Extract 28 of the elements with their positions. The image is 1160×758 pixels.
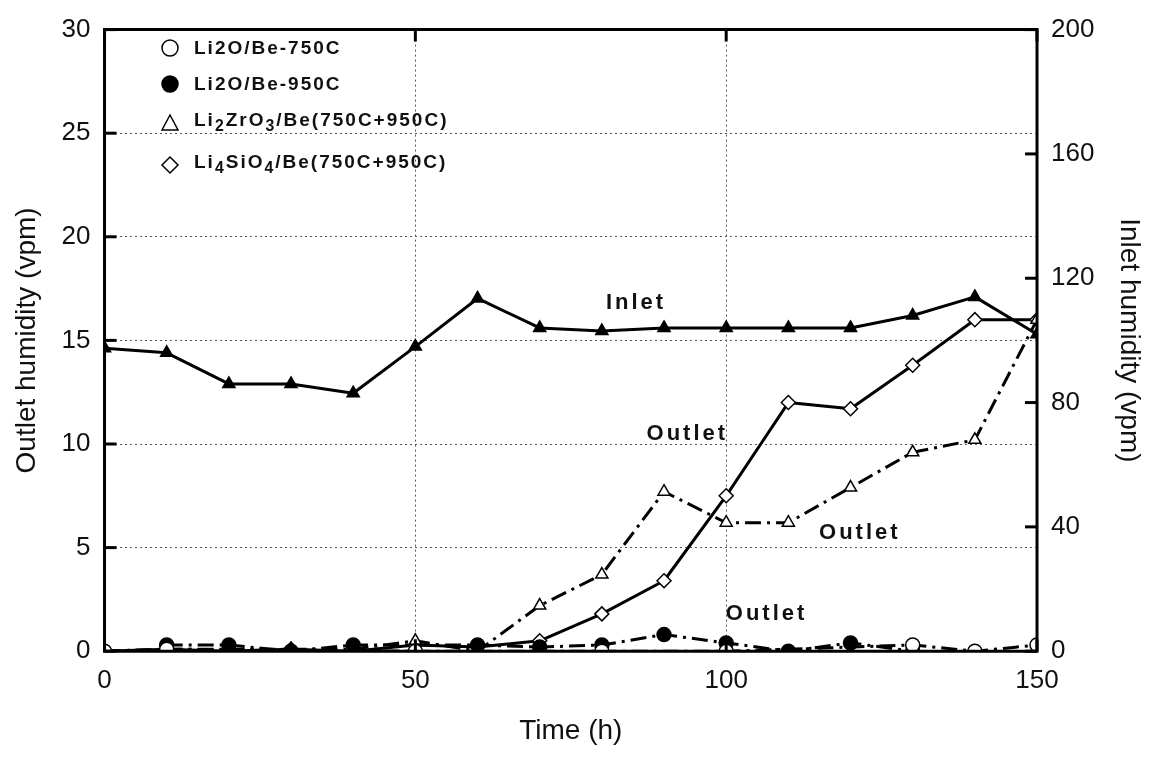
y2-tick-label: 160 bbox=[1051, 137, 1095, 168]
y-tick-label: 30 bbox=[61, 12, 91, 43]
y-tick-label: 15 bbox=[61, 323, 91, 354]
legend-label: Li2O/Be-950C bbox=[194, 72, 342, 96]
annotation: Outlet bbox=[725, 599, 808, 625]
x-tick-label: 100 bbox=[704, 663, 748, 694]
y2-tick-label: 120 bbox=[1051, 261, 1095, 292]
annotation: Inlet bbox=[605, 289, 667, 315]
y2-axis-title: Inlet humidity (vpm) bbox=[1115, 218, 1147, 463]
y-tick-label: 25 bbox=[61, 116, 91, 147]
y2-tick-label: 200 bbox=[1051, 12, 1095, 43]
legend-label: Li$_{4}$SiO$_{4}$/Be(750C+950C) bbox=[194, 149, 448, 178]
x-tick-label: 50 bbox=[400, 663, 430, 694]
y2-tick-label: 40 bbox=[1051, 510, 1080, 541]
y-tick-label: 0 bbox=[76, 634, 91, 665]
y-tick-label: 20 bbox=[61, 219, 91, 250]
y-axis-title: Outlet humidity (vpm) bbox=[9, 207, 41, 474]
annotation: Outlet bbox=[646, 419, 729, 445]
y2-tick-label: 80 bbox=[1051, 385, 1080, 416]
y-tick-label: 10 bbox=[61, 427, 91, 458]
annotation: Outlet bbox=[819, 519, 901, 545]
x-axis-title: Time (h) bbox=[519, 713, 623, 745]
legend-label: Li2O/Be-750C bbox=[194, 36, 342, 60]
x-tick-label: 0 bbox=[97, 663, 112, 694]
x-tick-label: 150 bbox=[1015, 663, 1059, 694]
y-tick-label: 5 bbox=[76, 530, 91, 561]
y2-tick-label: 0 bbox=[1051, 634, 1066, 665]
legend-label: Li$_{2}$ZrO$_{3}$/Be(750C+950C) bbox=[194, 108, 449, 136]
